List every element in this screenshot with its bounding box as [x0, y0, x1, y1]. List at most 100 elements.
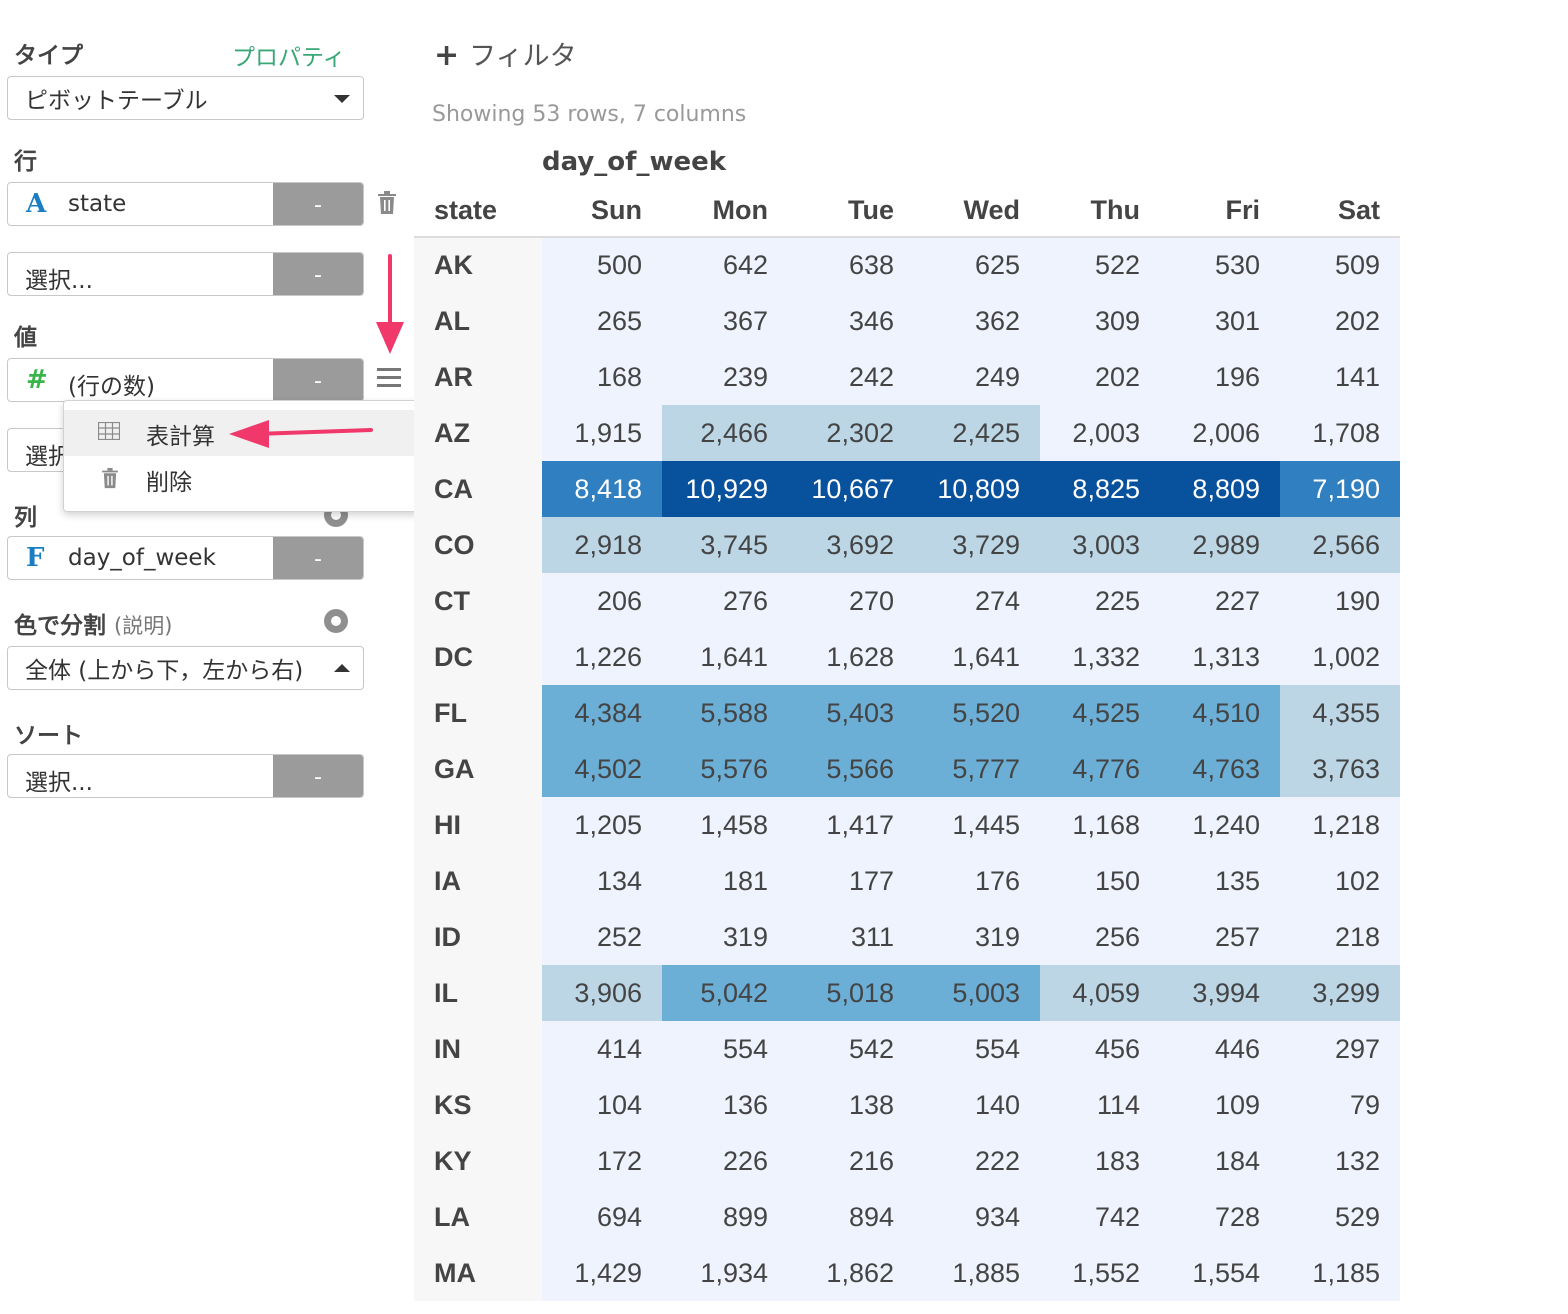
value-cell: 1,628: [788, 629, 914, 685]
row-label-cell: CA: [414, 461, 542, 517]
value-cell: 252: [542, 909, 662, 965]
add-filter-button[interactable]: + フィルタ: [434, 34, 577, 73]
row-select-field[interactable]: 選択... -: [7, 252, 364, 296]
column-header[interactable]: Wed: [914, 185, 1040, 238]
value-cell: 114: [1040, 1077, 1160, 1133]
value-cell: 1,429: [542, 1245, 662, 1301]
value-cell: 2,302: [788, 405, 914, 461]
chart-type-select[interactable]: ピボットテーブル: [7, 76, 364, 120]
value-cell: 216: [788, 1133, 914, 1189]
column-field-remove-button[interactable]: -: [273, 537, 363, 579]
sort-remove-button[interactable]: -: [273, 755, 363, 797]
value-cell: 265: [542, 293, 662, 349]
value-cell: 5,403: [788, 685, 914, 741]
value-cell: 1,458: [662, 797, 788, 853]
column-header[interactable]: Fri: [1160, 185, 1280, 238]
value-cell: 135: [1160, 853, 1280, 909]
value-cell: 8,809: [1160, 461, 1280, 517]
column-header[interactable]: Thu: [1040, 185, 1160, 238]
value-cell: 132: [1280, 1133, 1400, 1189]
value-cell: 446: [1160, 1021, 1280, 1077]
value-field-count[interactable]: # (行の数) -: [7, 358, 364, 402]
color-split-help-link[interactable]: (説明): [114, 614, 173, 638]
row-label-cell: CT: [414, 573, 542, 629]
value-cell: 529: [1280, 1189, 1400, 1245]
row-label-cell: IA: [414, 853, 542, 909]
table-row: CA 8,418 10,929 10,667 10,809 8,825 8,809 7,190: [414, 461, 1400, 517]
table-row: KY 172 226 216 222 183 184 132: [414, 1133, 1400, 1189]
menu-item-label: 削除: [146, 470, 192, 496]
table-row: IN 414 554 542 554 456 446 297: [414, 1021, 1400, 1077]
columns-label: 列: [14, 505, 37, 531]
value-cell: 79: [1280, 1077, 1400, 1133]
column-header[interactable]: Sun: [542, 185, 662, 238]
value-cell: 227: [1160, 573, 1280, 629]
type-label: タイプ: [14, 43, 83, 69]
value-cell: 3,299: [1280, 965, 1400, 1021]
value-cell: 141: [1280, 349, 1400, 405]
value-cell: 140: [914, 1077, 1040, 1133]
table-row: MA 1,429 1,934 1,862 1,885 1,552 1,554 1,185: [414, 1245, 1400, 1301]
row-field-remove-button[interactable]: -: [273, 183, 363, 225]
value-cell: 8,825: [1040, 461, 1160, 517]
column-header[interactable]: Mon: [662, 185, 788, 238]
value-cell: 4,059: [1040, 965, 1160, 1021]
color-scale-select[interactable]: 全体 (上から下，左から右): [7, 646, 364, 690]
column-header[interactable]: Tue: [788, 185, 914, 238]
row-label-cell: MA: [414, 1245, 542, 1301]
table-row: IA 134 181 177 176 150 135 102: [414, 853, 1400, 909]
chart-type-value: ピボットテーブル: [25, 88, 208, 114]
chevron-down-icon: [334, 95, 350, 103]
value-cell: 2,006: [1160, 405, 1280, 461]
value-cell: 3,729: [914, 517, 1040, 573]
value-cell: 3,692: [788, 517, 914, 573]
value-cell: 184: [1160, 1133, 1280, 1189]
value-cell: 4,355: [1280, 685, 1400, 741]
value-field-remove-button[interactable]: -: [273, 359, 363, 401]
sort-select-placeholder: 選択...: [25, 770, 93, 796]
value-cell: 10,809: [914, 461, 1040, 517]
row-label-cell: ID: [414, 909, 542, 965]
column-field-day-of-week[interactable]: F day_of_week -: [7, 536, 364, 580]
row-label-cell: LA: [414, 1189, 542, 1245]
gear-icon[interactable]: [324, 609, 348, 633]
row-label-cell: KY: [414, 1133, 542, 1189]
properties-link[interactable]: プロパティ: [232, 45, 346, 71]
trash-icon[interactable]: [377, 191, 397, 215]
row-field-state[interactable]: A state -: [7, 182, 364, 226]
value-cell: 168: [542, 349, 662, 405]
value-cell: 206: [542, 573, 662, 629]
value-cell: 134: [542, 853, 662, 909]
row-label-cell: IL: [414, 965, 542, 1021]
sort-select-field[interactable]: 選択... -: [7, 754, 364, 798]
value-cell: 202: [1040, 349, 1160, 405]
value-cell: 1,445: [914, 797, 1040, 853]
table-row: LA 694 899 894 934 742 728 529: [414, 1189, 1400, 1245]
trash-icon: [102, 468, 118, 489]
row-label-cell: AZ: [414, 405, 542, 461]
row-header-state[interactable]: state: [414, 185, 542, 238]
column-header[interactable]: Sat: [1280, 185, 1400, 238]
header-row: state Sun Mon Tue Wed Thu Fri Sat: [414, 185, 1400, 238]
value-cell: 346: [788, 293, 914, 349]
value-cell: 367: [662, 293, 788, 349]
value-cell: 1,885: [914, 1245, 1040, 1301]
value-cell: 176: [914, 853, 1040, 909]
row-label-cell: CO: [414, 517, 542, 573]
value-cell: 2,003: [1040, 405, 1160, 461]
value-cell: 257: [1160, 909, 1280, 965]
table-row: GA 4,502 5,576 5,566 5,777 4,776 4,763 3,763: [414, 741, 1400, 797]
value-cell: 3,003: [1040, 517, 1160, 573]
sidebar: タイプ プロパティ ピボットテーブル 行 A state - 選択... - 値…: [0, 0, 420, 1314]
pivot-body: AK 500 642 638 625 522 530 509 AL 265 367 346 362 309…: [414, 237, 1400, 1301]
value-cell: 742: [1040, 1189, 1160, 1245]
hamburger-menu-icon[interactable]: [377, 368, 401, 392]
value-cell: 728: [1160, 1189, 1280, 1245]
menu-item-delete[interactable]: 削除: [64, 456, 419, 502]
column-dimension-label: day_of_week: [542, 147, 727, 177]
row-field-name: state: [68, 191, 127, 217]
row-select-remove-button[interactable]: -: [273, 253, 363, 295]
value-cell: 509: [1280, 237, 1400, 293]
chevron-up-icon: [334, 664, 350, 672]
value-cell: 150: [1040, 853, 1160, 909]
